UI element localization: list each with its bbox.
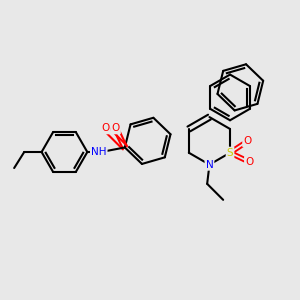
Text: NH: NH (91, 147, 106, 157)
Text: O: O (101, 123, 110, 133)
Text: O: O (243, 136, 251, 146)
Text: N: N (206, 160, 213, 170)
Text: O: O (245, 157, 254, 167)
Text: O: O (112, 123, 120, 133)
Text: S: S (227, 148, 233, 158)
